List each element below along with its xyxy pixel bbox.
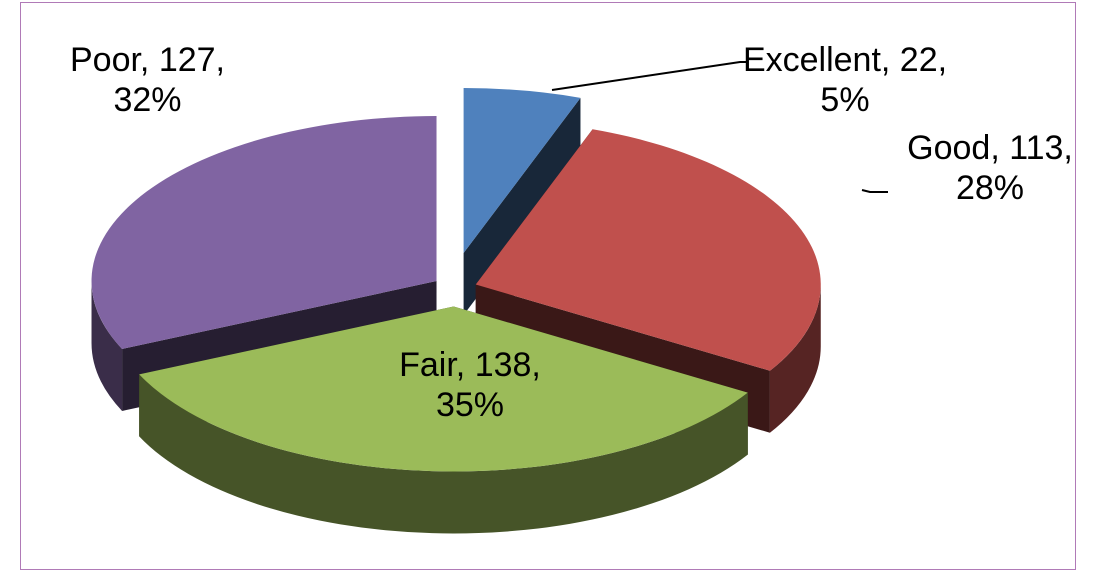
data-label: Excellent, 22, 5% — [742, 41, 948, 119]
slice-side — [463, 97, 581, 316]
data-label: Good, 113, 28% — [907, 129, 1073, 207]
slice — [475, 129, 821, 371]
slice — [463, 88, 581, 254]
slice-wall — [139, 374, 748, 534]
chart-frame — [20, 2, 1076, 570]
data-label: Poor, 127, 32% — [69, 41, 225, 119]
slice — [91, 116, 437, 349]
leader-line — [861, 189, 888, 193]
leader-line — [551, 61, 748, 91]
data-label: Fair, 138, 35% — [399, 346, 541, 424]
slice — [139, 306, 748, 472]
slice-wall — [91, 281, 123, 411]
slice-wall — [769, 284, 821, 433]
